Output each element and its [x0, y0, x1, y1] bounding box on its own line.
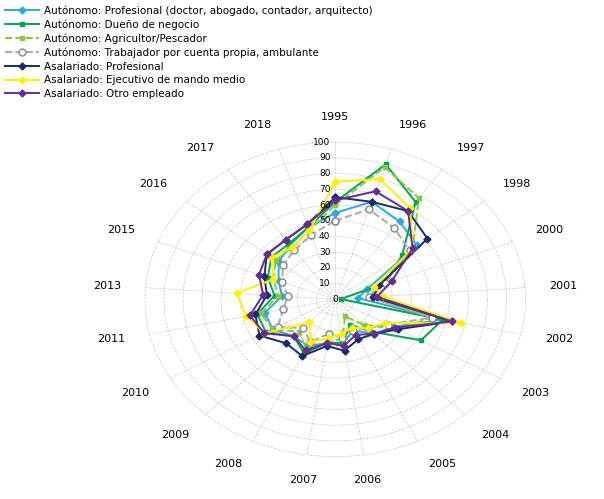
Text: 2008: 2008 — [214, 460, 242, 470]
Text: 2005: 2005 — [428, 460, 457, 470]
Text: 2006: 2006 — [353, 475, 381, 485]
Legend: Autónomo: Profesional (doctor, abogado, contador, arquitecto), Autónomo: Dueño d: Autónomo: Profesional (doctor, abogado, … — [5, 5, 373, 99]
Text: 2002: 2002 — [545, 334, 573, 344]
Text: 2013: 2013 — [92, 281, 121, 291]
Text: 1998: 1998 — [503, 179, 532, 189]
Text: 80: 80 — [319, 169, 330, 178]
Text: 10: 10 — [319, 279, 330, 288]
Text: 0: 0 — [332, 295, 338, 304]
Text: 2003: 2003 — [521, 388, 550, 398]
Text: 1995: 1995 — [321, 112, 349, 122]
Text: 1996: 1996 — [399, 120, 427, 130]
Text: 2011: 2011 — [97, 334, 126, 344]
Text: 40: 40 — [319, 232, 330, 241]
Text: 20: 20 — [319, 263, 330, 272]
Text: 2000: 2000 — [535, 225, 564, 235]
Text: 60: 60 — [319, 201, 330, 210]
Text: 50: 50 — [319, 216, 330, 226]
Text: 2004: 2004 — [481, 430, 510, 440]
Text: 90: 90 — [319, 153, 330, 163]
Text: 100: 100 — [313, 138, 330, 147]
Text: 2010: 2010 — [121, 388, 149, 398]
Text: 2018: 2018 — [243, 120, 272, 130]
Text: 2015: 2015 — [107, 225, 135, 235]
Text: 30: 30 — [319, 248, 330, 257]
Text: 2016: 2016 — [139, 179, 167, 189]
Text: 1997: 1997 — [457, 143, 484, 153]
Text: 70: 70 — [319, 185, 330, 194]
Text: 2007: 2007 — [289, 475, 317, 485]
Text: 2001: 2001 — [550, 281, 578, 291]
Text: 2017: 2017 — [186, 143, 214, 153]
Text: 2009: 2009 — [161, 430, 189, 440]
